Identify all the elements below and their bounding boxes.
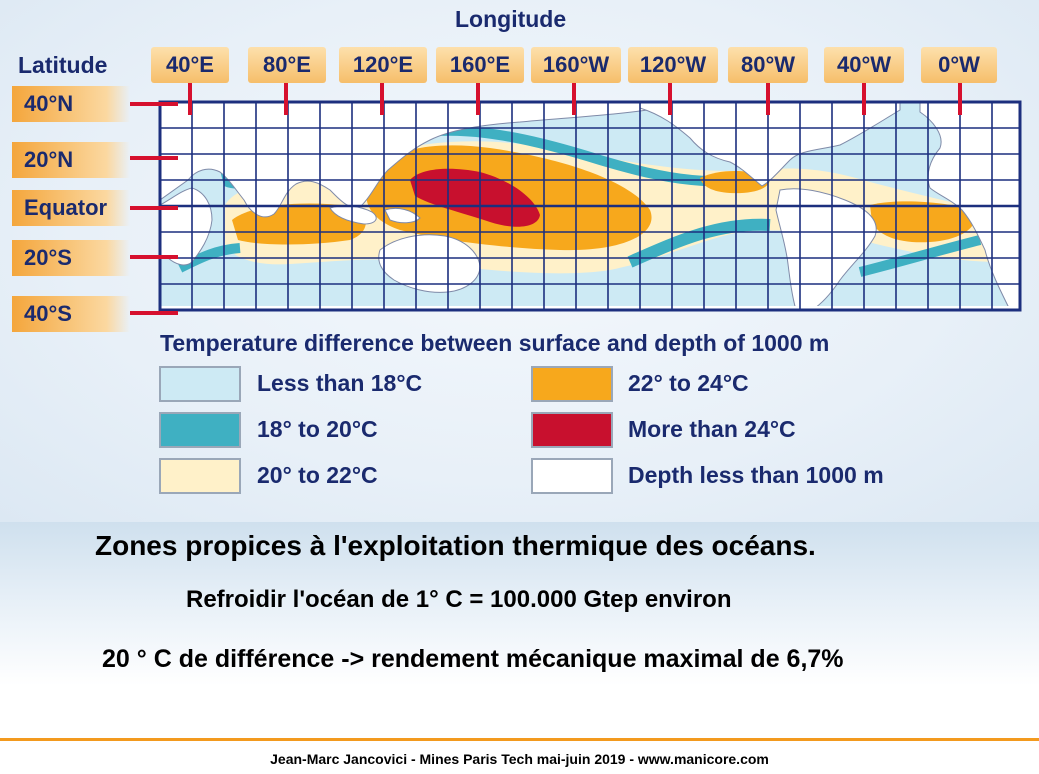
legend-swatch-18-20	[159, 412, 241, 448]
legend-label-22-24: 22° to 24°C	[628, 370, 749, 396]
zone-18-20-south	[627, 218, 771, 268]
caption-panel	[0, 522, 1039, 774]
zone-18-20-atlantic	[858, 235, 982, 277]
longitude-label-160e: 160°E	[436, 47, 524, 83]
caption-line-2: 20 ° C de différence -> rendement mécani…	[102, 645, 844, 673]
legend-label-less-18: Less than 18°C	[257, 370, 423, 396]
land-eurasia	[160, 102, 661, 218]
land-australia	[378, 234, 481, 293]
latitude-label-40s: 40°S	[12, 296, 130, 332]
legend-label-more-24: More than 24°C	[628, 416, 796, 442]
longitude-label-40e: 40°E	[151, 47, 229, 83]
latitude-title: Latitude	[18, 52, 108, 78]
longitude-label-40w: 40°W	[824, 47, 904, 83]
latitude-label-20s: 20°S	[12, 240, 130, 276]
legend-swatch-22-24	[531, 366, 613, 402]
footer-divider	[0, 738, 1039, 741]
land-north-america	[639, 102, 901, 187]
longitude-label-80w: 80°W	[728, 47, 808, 83]
longitude-label-120w: 120°W	[628, 47, 718, 83]
legend-title: Temperature difference between surface a…	[160, 330, 830, 356]
legend-swatch-shallow	[531, 458, 613, 494]
latitude-label-20n: 20°N	[12, 142, 130, 178]
land-south-america	[775, 188, 877, 310]
legend-swatch-less-18	[159, 366, 241, 402]
longitude-label-160w: 160°W	[531, 47, 621, 83]
longitude-label-80e: 80°E	[248, 47, 326, 83]
caption-headline: Zones propices à l'exploitation thermiqu…	[95, 530, 816, 561]
latitude-label-equator: Equator	[12, 190, 130, 226]
legend-label-20-22: 20° to 22°C	[257, 462, 378, 488]
footer-credit: Jean-Marc Jancovici - Mines Paris Tech m…	[270, 751, 769, 767]
longitude-label-120e: 120°E	[339, 47, 427, 83]
legend-label-shallow: Depth less than 1000 m	[628, 462, 884, 488]
longitude-label-0w: 0°W	[921, 47, 997, 83]
latitude-label-40n: 40°N	[12, 86, 130, 122]
longitude-title: Longitude	[455, 6, 567, 32]
ocean-temperature-map	[130, 76, 1022, 315]
legend-swatch-20-22	[159, 458, 241, 494]
zone-more-than-24	[410, 168, 540, 227]
caption-line-1: Refroidir l'océan de 1° C = 100.000 Gtep…	[186, 586, 732, 613]
legend-swatch-more-24	[531, 412, 613, 448]
legend-label-18-20: 18° to 20°C	[257, 416, 378, 442]
